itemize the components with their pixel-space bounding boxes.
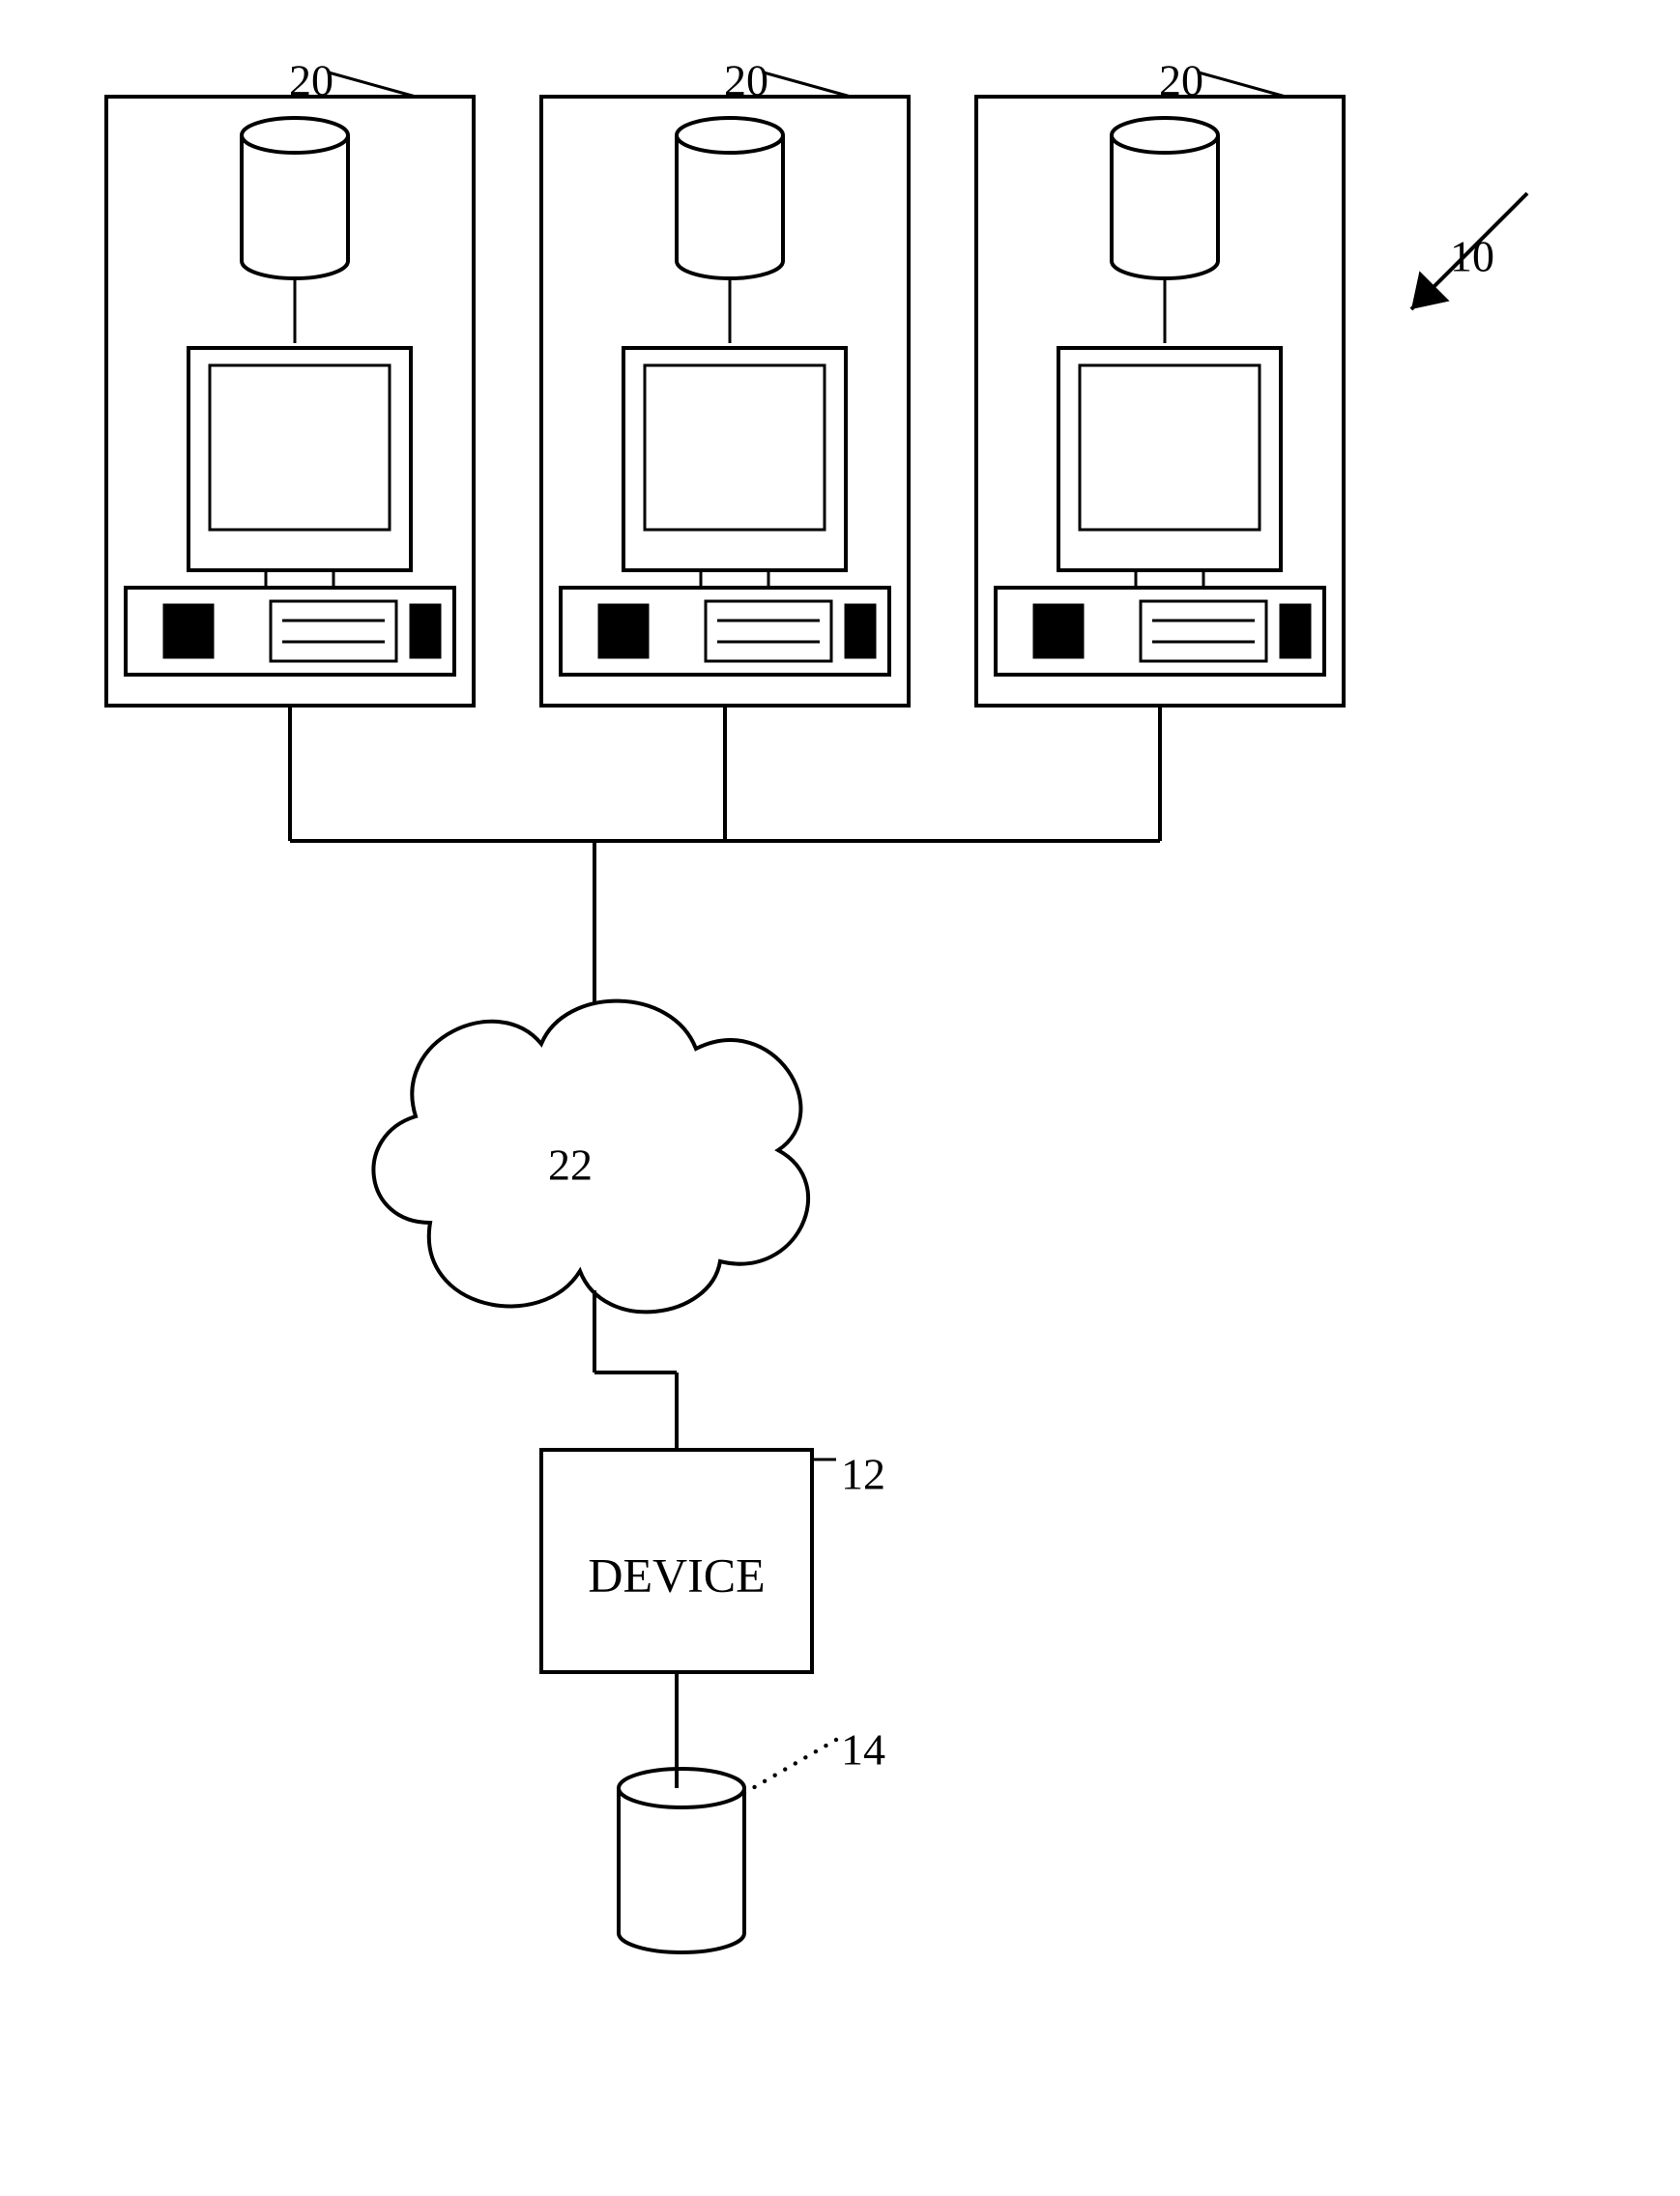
- device-ref-label: 12: [841, 1450, 885, 1499]
- workstation-ref-label: 20: [289, 56, 333, 105]
- workstation-ref-label: 20: [1159, 56, 1203, 105]
- storage-cylinder-icon: 14: [619, 1725, 885, 1952]
- cloud-ref-label: 22: [548, 1141, 593, 1190]
- workstation: 20: [976, 56, 1344, 706]
- system-ref-arrow: 10: [1411, 193, 1527, 309]
- storage-lead: [742, 1738, 838, 1795]
- workstation: 20: [541, 56, 909, 706]
- monitor-icon: [1058, 348, 1281, 588]
- workstation-lead: [329, 72, 416, 97]
- system-ref-label: 10: [1450, 232, 1494, 281]
- storage-ref-label: 14: [841, 1725, 885, 1775]
- device-box: DEVICE 12: [541, 1450, 885, 1672]
- network-bus: [290, 706, 1160, 1025]
- database-icon: [677, 118, 783, 278]
- database-icon: [1112, 118, 1218, 278]
- desktop-tower-icon: [561, 588, 889, 675]
- device-box-label: DEVICE: [588, 1547, 765, 1602]
- workstation: 20: [106, 56, 474, 706]
- workstation-lead: [1199, 72, 1286, 97]
- monitor-icon: [623, 348, 846, 588]
- workstation-ref-label: 20: [724, 56, 768, 105]
- desktop-tower-icon: [996, 588, 1324, 675]
- workstation-lead: [764, 72, 851, 97]
- cloud-to-device-link: [594, 1290, 677, 1450]
- database-icon: [242, 118, 348, 278]
- desktop-tower-icon: [126, 588, 454, 675]
- monitor-icon: [188, 348, 411, 588]
